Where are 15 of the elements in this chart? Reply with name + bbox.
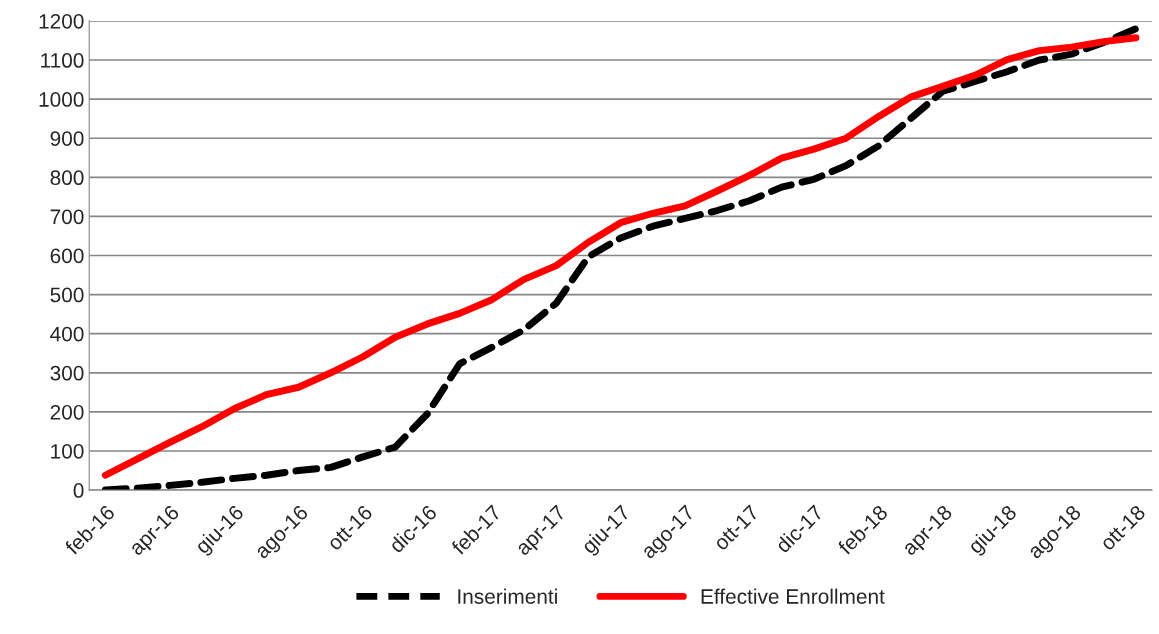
legend-label: Effective Enrollment (701, 588, 885, 604)
y-tick-label: 700 (50, 209, 84, 225)
legend-label: Inserimenti (458, 588, 557, 604)
y-tick-label: 900 (50, 131, 84, 146)
y-tick-label: 1100 (41, 53, 84, 68)
y-tick-label: 500 (50, 287, 84, 303)
y-tick-label: 300 (50, 365, 84, 381)
y-tick-label: 800 (50, 170, 84, 186)
y-tick-label: 600 (50, 248, 84, 264)
y-tick-label: 1000 (39, 92, 84, 107)
y-tick-label: 200 (50, 404, 84, 420)
y-tick-label: 0 (73, 483, 84, 498)
y-tick-label: 100 (51, 443, 84, 459)
y-tick-label: 1200 (39, 13, 84, 29)
y-tick-label: 400 (50, 326, 84, 342)
